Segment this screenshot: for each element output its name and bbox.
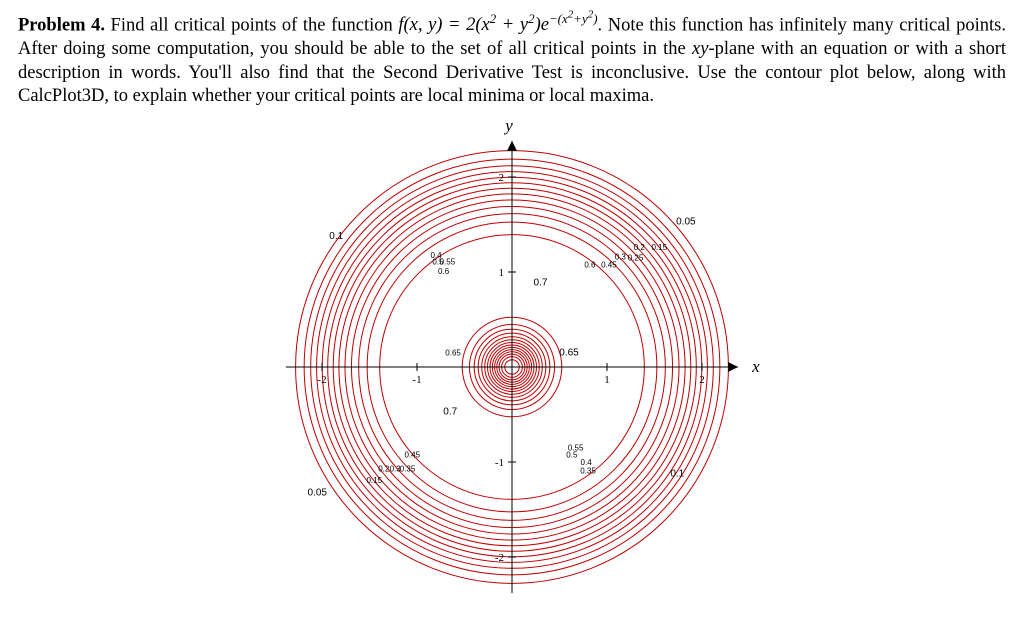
contour-label: 0.1 — [670, 468, 684, 479]
contour-label: 0.45 — [601, 260, 617, 269]
contour-label: 0.45 — [404, 450, 420, 459]
x-axis-label: x — [751, 357, 760, 376]
contour-label: 0.35 — [400, 465, 416, 474]
contour-label: 0.05 — [676, 217, 696, 228]
x-arrow-icon — [728, 362, 738, 372]
problem-heading: Problem 4. — [18, 15, 105, 35]
contour-label: 0.15 — [651, 243, 667, 252]
contour-label: 0.55 — [568, 444, 584, 453]
contour-label: 0.05 — [308, 487, 328, 498]
contour-label: 0.15 — [366, 476, 382, 485]
text-span: . Note this function — [598, 15, 744, 35]
function-expr: f(x, y) = 2(x2 + y2)e−(x2+y2) — [398, 15, 597, 35]
y-tick-label: 1 — [499, 267, 505, 279]
xy-text: xy — [692, 39, 708, 59]
contour-label: 0.2 — [634, 243, 646, 252]
problem-statement: Problem 4. Find all critical points of t… — [18, 8, 1006, 109]
contour-label: 0.6 — [584, 260, 596, 269]
contour-label: 0.5 — [432, 258, 444, 267]
contour-label: 0.7 — [443, 407, 457, 418]
y-tick-label: -2 — [495, 552, 504, 564]
contour-label: 0.2 — [378, 465, 390, 474]
contour-label: 0.25 — [628, 254, 644, 263]
x-tick-label: 2 — [699, 374, 705, 386]
contour-label: 0.35 — [580, 467, 596, 476]
x-tick-label: -1 — [412, 374, 421, 386]
contour-label: 0.6 — [438, 267, 450, 276]
x-tick-label: 1 — [604, 374, 610, 386]
contour-label: 0.65 — [445, 349, 461, 358]
x-tick-label: -2 — [317, 374, 326, 386]
contour-label: 0.7 — [534, 277, 548, 288]
text-span: Find all critical points of the function — [105, 15, 398, 35]
y-tick-label: 2 — [499, 172, 505, 184]
contour-plot-svg: -2 -1 1 2 -2 -1 1 2 x y 0.05 0.05 0.1 0.1 0.2 0.15 0.25 0… — [262, 117, 762, 597]
y-tick-label: -1 — [495, 457, 504, 469]
y-axis-label: y — [503, 117, 513, 135]
contour-label: 0.1 — [329, 231, 343, 242]
contour-label: 0.3 — [390, 465, 402, 474]
contour-label: 0.65 — [559, 348, 579, 359]
contour-plot-figure: -2 -1 1 2 -2 -1 1 2 x y 0.05 0.05 0.1 0.1 0.2 0.15 0.25 0… — [18, 117, 1006, 602]
y-arrow-icon — [507, 141, 517, 151]
